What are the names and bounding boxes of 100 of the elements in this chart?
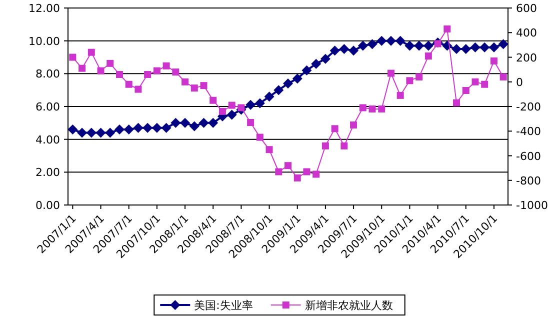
y2-tick-label: -800: [516, 174, 541, 188]
y2-tick-label: -600: [516, 150, 541, 163]
y-tick-label: 12.00: [28, 2, 60, 15]
point: [228, 102, 236, 109]
point: [97, 67, 104, 74]
y-tick-label: 4.00: [36, 133, 60, 146]
point: [238, 104, 245, 112]
point: [210, 96, 217, 104]
point: [124, 124, 134, 134]
point: [134, 86, 142, 93]
point: [254, 98, 265, 108]
point: [498, 39, 508, 50]
y-tick-label: 2.00: [36, 166, 60, 180]
point: [416, 73, 423, 80]
point: [311, 58, 322, 69]
point: [77, 128, 88, 138]
point: [340, 142, 348, 150]
point: [142, 122, 153, 133]
point: [481, 80, 488, 88]
point: [96, 128, 106, 138]
point: [462, 86, 470, 94]
point: [247, 119, 254, 126]
point: [358, 40, 368, 51]
point: [182, 78, 189, 86]
point: [303, 168, 310, 176]
point: [452, 44, 462, 54]
point: [180, 118, 190, 128]
point: [189, 121, 200, 132]
point: [396, 92, 404, 99]
point: [480, 42, 490, 52]
point: [331, 125, 338, 132]
y-tick-label: 0.00: [36, 199, 60, 212]
point: [312, 170, 320, 178]
point: [284, 162, 292, 170]
point: [444, 25, 451, 32]
point: [423, 40, 434, 51]
point: [78, 64, 86, 72]
point: [170, 118, 181, 128]
point: [395, 36, 406, 46]
point: [200, 82, 208, 90]
point: [105, 128, 116, 138]
y2-tick-label: 0: [516, 76, 523, 89]
point: [152, 122, 162, 133]
y2-tick-label: 400: [516, 26, 537, 40]
point: [320, 54, 330, 64]
y2-tick-label: 600: [516, 2, 537, 15]
point: [500, 73, 507, 80]
point: [226, 110, 237, 120]
point: [86, 128, 96, 138]
point: [68, 124, 78, 134]
point: [348, 46, 359, 56]
point: [133, 122, 144, 133]
point: [376, 36, 387, 46]
point: [406, 77, 414, 84]
point: [404, 40, 415, 51]
point: [256, 134, 264, 141]
point: [453, 99, 460, 106]
point: [266, 146, 273, 154]
point: [190, 84, 198, 92]
point: [359, 104, 366, 112]
point: [218, 108, 226, 115]
point: [116, 70, 123, 78]
point: [490, 57, 498, 64]
point: [275, 168, 282, 176]
point: [172, 68, 180, 76]
point: [144, 70, 152, 78]
point: [274, 85, 284, 96]
point: [292, 74, 302, 84]
point: [106, 60, 114, 67]
legend-label: 美国:失业率: [194, 299, 253, 312]
point: [424, 52, 432, 60]
point: [114, 124, 124, 134]
point: [368, 105, 376, 112]
point: [88, 48, 95, 56]
point: [208, 118, 218, 128]
point: [246, 100, 256, 110]
point: [302, 65, 312, 76]
y2-tick-label: -400: [516, 125, 541, 138]
point: [460, 44, 471, 54]
point: [472, 78, 479, 86]
point: [153, 67, 160, 74]
point: [387, 70, 394, 77]
y-tick-label: 8.00: [36, 68, 60, 81]
y2-tick-label: -1000: [516, 199, 548, 212]
y2-tick-label: 200: [516, 51, 537, 64]
legend-label: 新增非农就业人数: [304, 299, 393, 312]
point: [414, 40, 424, 51]
point: [294, 174, 301, 182]
point: [264, 92, 274, 102]
point: [330, 46, 340, 56]
point: [161, 122, 172, 133]
point: [378, 105, 386, 112]
y2-tick-label: -200: [516, 100, 541, 114]
point: [162, 62, 170, 70]
point: [198, 118, 209, 128]
y-tick-label: 6.00: [36, 100, 60, 114]
point: [386, 36, 396, 46]
point: [69, 54, 76, 61]
point: [283, 78, 293, 89]
point: [322, 142, 329, 150]
